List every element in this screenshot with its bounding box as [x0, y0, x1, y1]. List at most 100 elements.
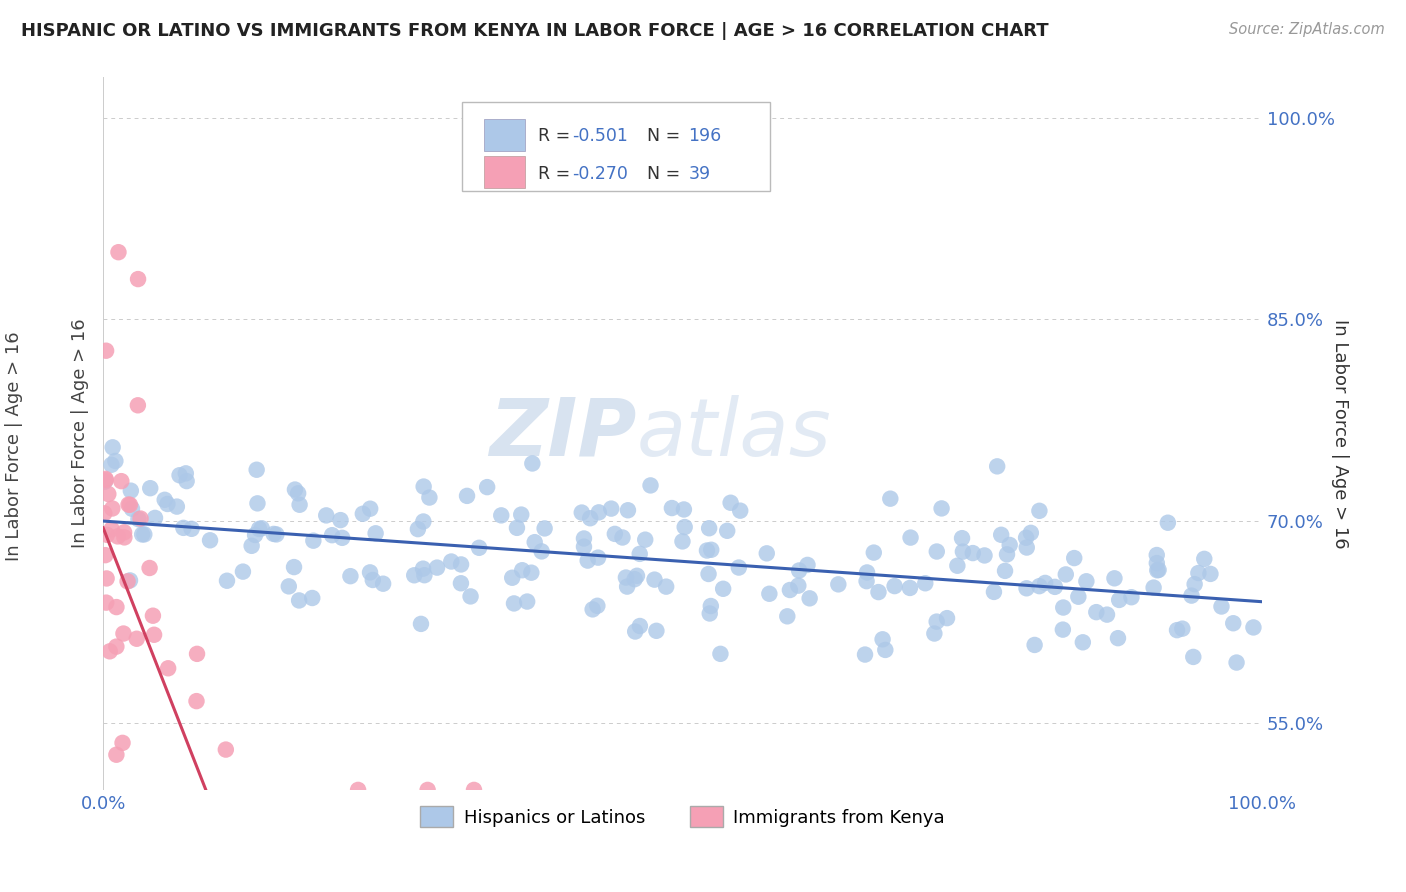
Point	[925, 544, 948, 558]
Point	[243, 528, 266, 542]
Point	[799, 591, 821, 606]
Point	[118, 574, 141, 588]
Point	[105, 600, 128, 615]
Point	[716, 524, 738, 538]
Point	[287, 486, 309, 500]
Point	[645, 624, 668, 638]
Point	[994, 564, 1017, 578]
Point	[931, 501, 953, 516]
Point	[1211, 599, 1233, 614]
Point	[1166, 623, 1188, 637]
Point	[198, 533, 221, 548]
Point	[758, 587, 780, 601]
Point	[105, 640, 128, 654]
Point	[628, 547, 651, 561]
Point	[96, 596, 118, 610]
Point	[329, 513, 352, 527]
Point	[94, 475, 117, 489]
Point	[321, 528, 343, 542]
Point	[1142, 581, 1164, 595]
Point	[96, 528, 118, 542]
Point	[617, 503, 640, 517]
Point	[247, 522, 270, 536]
Point	[100, 522, 122, 536]
Point	[101, 440, 124, 454]
Point	[105, 747, 128, 762]
Point	[1146, 563, 1168, 577]
Point	[796, 558, 818, 572]
Point	[1194, 552, 1216, 566]
Text: HISPANIC OR LATINO VS IMMIGRANTS FROM KENYA IN LABOR FORCE | AGE > 16 CORRELATIO: HISPANIC OR LATINO VS IMMIGRANTS FROM KE…	[21, 22, 1049, 40]
Text: Source: ZipAtlas.com: Source: ZipAtlas.com	[1229, 22, 1385, 37]
Point	[962, 546, 984, 560]
Point	[787, 579, 810, 593]
Point	[983, 585, 1005, 599]
Text: -0.270: -0.270	[572, 165, 628, 183]
Point	[352, 507, 374, 521]
Point	[995, 547, 1018, 561]
Point	[246, 496, 269, 510]
Point	[121, 501, 143, 516]
Point	[1180, 589, 1202, 603]
Point	[180, 522, 202, 536]
Point	[1019, 525, 1042, 540]
Point	[117, 498, 139, 512]
Point	[412, 562, 434, 576]
Point	[142, 608, 165, 623]
Point	[879, 491, 901, 506]
Text: N =: N =	[637, 165, 686, 183]
Point	[572, 532, 595, 546]
Point	[404, 568, 426, 582]
Point	[1222, 616, 1244, 631]
Point	[131, 527, 153, 541]
Point	[491, 508, 513, 523]
Point	[215, 574, 238, 588]
Point	[277, 579, 299, 593]
Text: 196: 196	[689, 128, 721, 145]
Point	[127, 398, 149, 412]
Point	[510, 508, 533, 522]
Point	[174, 467, 197, 481]
Point	[288, 498, 311, 512]
Point	[925, 615, 948, 629]
Point	[868, 585, 890, 599]
Point	[409, 616, 432, 631]
Point	[720, 496, 742, 510]
Point	[875, 643, 897, 657]
Point	[924, 626, 946, 640]
Point	[283, 560, 305, 574]
Point	[1146, 556, 1168, 570]
Point	[914, 576, 936, 591]
Point	[661, 501, 683, 516]
Point	[644, 573, 666, 587]
Point	[301, 591, 323, 605]
Point	[522, 457, 544, 471]
Point	[118, 498, 141, 512]
Point	[624, 624, 647, 639]
Point	[516, 594, 538, 608]
Point	[501, 571, 523, 585]
Point	[728, 503, 751, 517]
Point	[1107, 631, 1129, 645]
Point	[98, 644, 121, 658]
Point	[94, 548, 117, 562]
Point	[1028, 579, 1050, 593]
Point	[699, 607, 721, 621]
Point	[626, 568, 648, 582]
Point	[603, 527, 626, 541]
Point	[412, 515, 434, 529]
Point	[361, 573, 384, 587]
Point	[671, 534, 693, 549]
Point	[530, 544, 553, 558]
Point	[628, 619, 651, 633]
Point	[510, 563, 533, 577]
Point	[138, 561, 160, 575]
Point	[364, 526, 387, 541]
Point	[232, 565, 254, 579]
Point	[1171, 622, 1194, 636]
Point	[440, 555, 463, 569]
Point	[266, 527, 288, 541]
Point	[946, 558, 969, 573]
Point	[1157, 516, 1180, 530]
Legend: Hispanics or Latinos, Immigrants from Kenya: Hispanics or Latinos, Immigrants from Ke…	[413, 799, 952, 834]
